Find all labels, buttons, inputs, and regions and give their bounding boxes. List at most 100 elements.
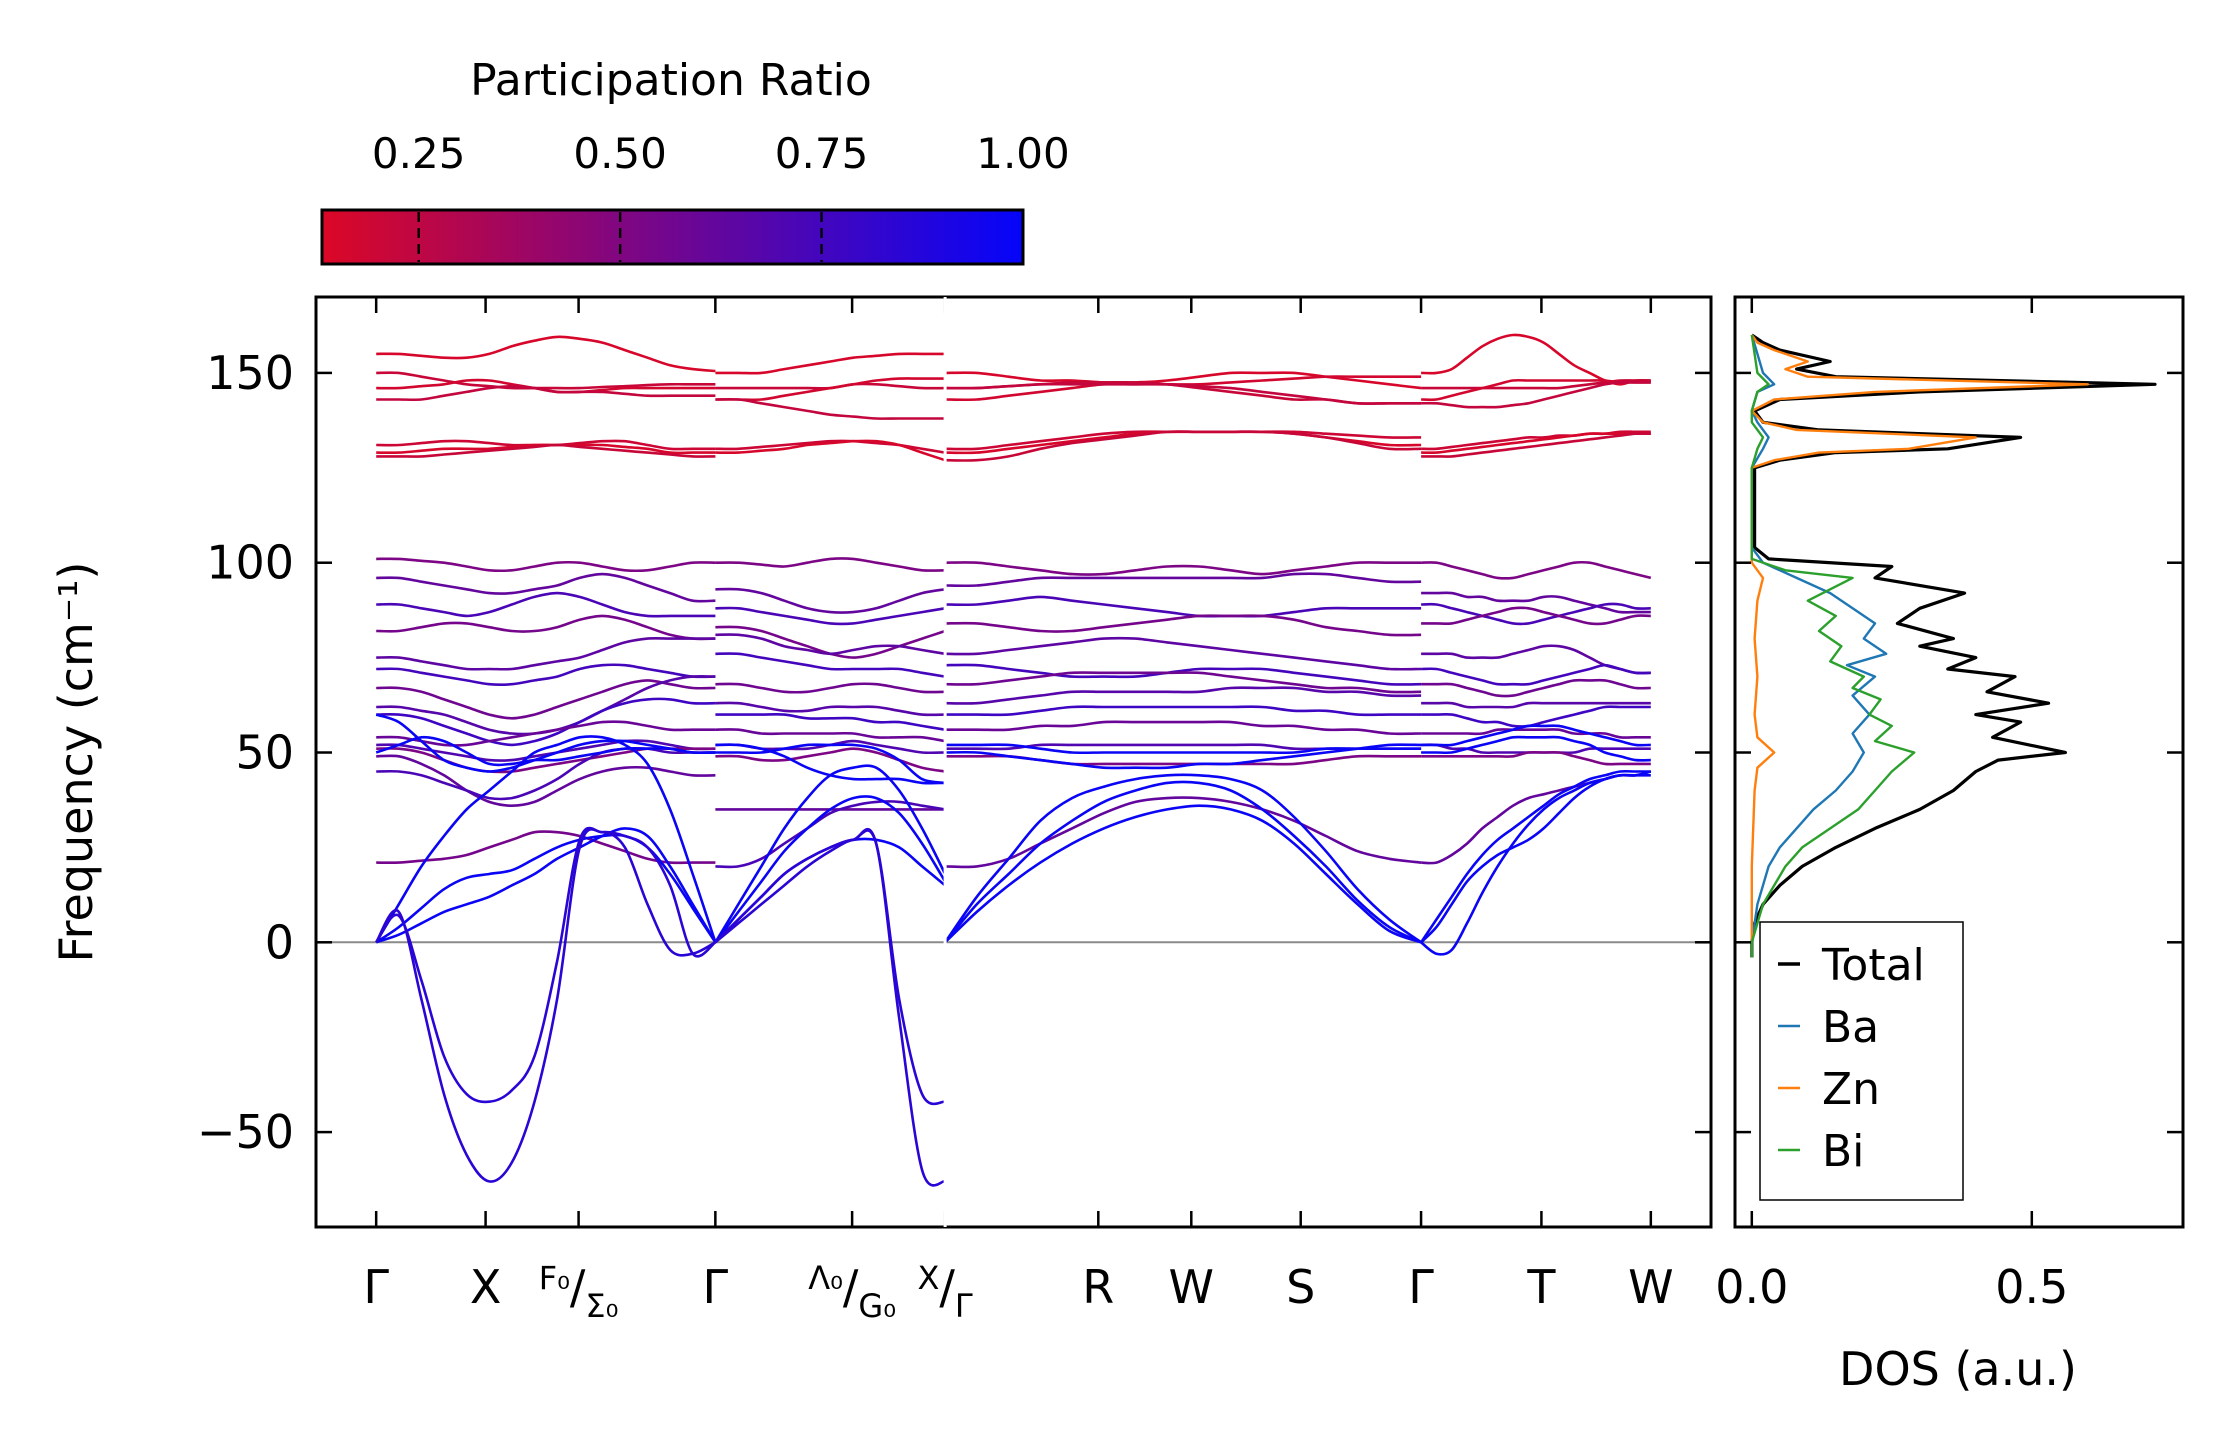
band-line: [715, 743, 946, 785]
band-line: [944, 804, 1422, 944]
band-line: [714, 764, 947, 943]
band-line: [715, 587, 946, 614]
colorbar-title: Participation Ratio: [470, 55, 872, 106]
band-line: [714, 837, 946, 944]
dos-x-tick-label: 0.0: [1715, 1260, 1788, 1314]
x-tick-label: X: [470, 1260, 502, 1314]
x-tick-label: Γ: [1408, 1260, 1434, 1314]
dos-legend: Total Ba Zn Bi: [1759, 921, 1964, 1201]
band-line: [376, 637, 716, 671]
legend-label: Ba: [1822, 1002, 1879, 1053]
band-line: [375, 735, 717, 943]
colorbar: Participation Ratio 0.25 0.50 0.75 1.00: [320, 55, 1070, 266]
band-line: [1421, 701, 1651, 709]
band-line: [945, 561, 1422, 576]
y-tick-label: 150: [206, 346, 294, 400]
band-line: [376, 663, 716, 686]
dos-plot-frame: [1733, 295, 2185, 1229]
band-line: [715, 712, 946, 731]
band-line: [1421, 432, 1651, 455]
band-line: [945, 430, 1422, 462]
band-line: [1421, 606, 1651, 626]
y-tick-label: −50: [197, 1105, 294, 1159]
band-line: [376, 675, 716, 736]
x-tick-label: Λ₀/G₀: [808, 1259, 896, 1325]
x-tick-label: Γ: [363, 1260, 389, 1314]
dos-x-tick-label: 0.5: [1995, 1260, 2068, 1314]
band-line: [715, 682, 946, 694]
band-line: [376, 591, 716, 618]
legend-label: Bi: [1822, 1126, 1864, 1177]
dos-x-axis-label: DOS (a.u.): [1839, 1342, 2077, 1396]
x-tick-label: T: [1526, 1260, 1556, 1314]
band-line: [715, 747, 946, 773]
band-line: [945, 686, 1422, 705]
colorbar-tick-label: 0.50: [573, 129, 667, 178]
band-line: [715, 606, 946, 626]
band-line: [715, 557, 946, 572]
band-line: [1421, 591, 1651, 614]
band-line: [375, 826, 717, 1104]
band-line: [945, 743, 1422, 755]
legend-frame: [1759, 921, 1964, 1201]
band-line: [376, 443, 716, 458]
x-tick-label: W: [1628, 1260, 1673, 1314]
band-line: [714, 829, 946, 1106]
band-line: [1421, 602, 1651, 626]
dos-line-ba: [1750, 334, 1888, 958]
dos-panel: 0.0 0.5 DOS (a.u.) Total Ba Zn Bi: [1715, 295, 2185, 1396]
x-tick-label: S: [1286, 1260, 1315, 1314]
y-axis-label: Frequency (cm⁻¹): [49, 562, 103, 963]
band-line: [945, 796, 1422, 869]
band-line: [375, 828, 717, 1183]
band-line: [945, 614, 1422, 637]
band-plot-frame: [314, 295, 1713, 1229]
band-line: [376, 371, 716, 390]
y-tick-label: 0: [265, 915, 294, 969]
band-line: [376, 335, 716, 373]
band-line: [1421, 432, 1651, 458]
band-line: [1421, 724, 1651, 747]
band-line: [376, 384, 716, 402]
band-line: [1421, 750, 1651, 766]
band-line: [1421, 663, 1651, 686]
band-line: [944, 780, 1422, 944]
band-line: [376, 720, 716, 747]
x-tick-label: X/Γ: [917, 1259, 972, 1325]
legend-label: Total: [1821, 940, 1925, 991]
band-line: [376, 679, 716, 720]
band-line: [376, 697, 716, 747]
band-line: [945, 636, 1422, 671]
x-tick-label: Γ: [703, 1260, 729, 1314]
band-line: [715, 439, 946, 462]
band-line: [375, 735, 716, 767]
colorbar-tick-label: 0.25: [372, 129, 466, 178]
band-line: [715, 652, 946, 678]
band-line: [376, 614, 716, 641]
band-line: [375, 713, 716, 773]
band-panel: −50 0 50 100 150 Γ X F₀/Σ₀ Γ Λ₀/G₀ X/Γ R W S Γ T W Frequ…: [49, 295, 1713, 1325]
dos-line-total: [1750, 333, 2157, 958]
band-line: [715, 633, 946, 656]
band-line: [1421, 705, 1651, 728]
x-tick-label: F₀/Σ₀: [539, 1259, 619, 1325]
band-line: [945, 382, 1422, 405]
band-line: [945, 743, 1422, 770]
colorbar-tick-label: 0.75: [775, 129, 869, 178]
band-line: [1421, 378, 1651, 402]
band-line: [715, 377, 946, 402]
y-tick-label: 50: [235, 726, 294, 780]
band-line: [714, 795, 947, 944]
band-line: [1421, 678, 1651, 698]
band-line: [1420, 770, 1652, 956]
band-line: [714, 827, 946, 1187]
band-line: [945, 663, 1422, 686]
band-line: [715, 743, 946, 785]
legend-label: Zn: [1822, 1064, 1880, 1115]
band-line: [715, 352, 946, 375]
band-line: [1421, 728, 1651, 739]
colorbar-tick-label: 1.00: [976, 129, 1070, 178]
band-line: [945, 705, 1422, 717]
y-tick-label: 100: [206, 536, 294, 590]
